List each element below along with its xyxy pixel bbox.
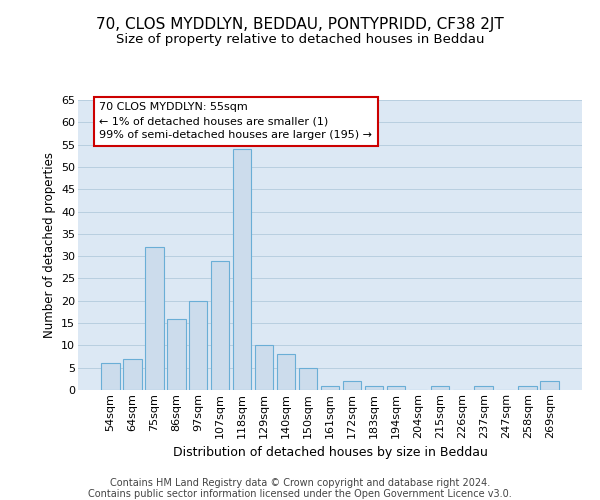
Text: 70, CLOS MYDDLYN, BEDDAU, PONTYPRIDD, CF38 2JT: 70, CLOS MYDDLYN, BEDDAU, PONTYPRIDD, CF… <box>96 18 504 32</box>
Text: Contains HM Land Registry data © Crown copyright and database right 2024.: Contains HM Land Registry data © Crown c… <box>110 478 490 488</box>
Bar <box>343 381 361 390</box>
Bar <box>518 386 537 390</box>
Bar <box>299 368 317 390</box>
Bar <box>211 260 229 390</box>
Bar <box>255 346 274 390</box>
Text: Contains public sector information licensed under the Open Government Licence v3: Contains public sector information licen… <box>88 489 512 499</box>
Bar <box>123 359 142 390</box>
Text: Size of property relative to detached houses in Beddau: Size of property relative to detached ho… <box>116 32 484 46</box>
Bar <box>475 386 493 390</box>
Y-axis label: Number of detached properties: Number of detached properties <box>43 152 56 338</box>
Bar <box>145 247 164 390</box>
Text: 70 CLOS MYDDLYN: 55sqm
← 1% of detached houses are smaller (1)
99% of semi-detac: 70 CLOS MYDDLYN: 55sqm ← 1% of detached … <box>99 102 372 140</box>
Bar <box>233 149 251 390</box>
Bar <box>101 363 119 390</box>
Bar <box>189 301 208 390</box>
Bar <box>167 318 185 390</box>
Bar <box>386 386 405 390</box>
X-axis label: Distribution of detached houses by size in Beddau: Distribution of detached houses by size … <box>173 446 487 459</box>
Bar <box>320 386 340 390</box>
Bar <box>277 354 295 390</box>
Bar <box>541 381 559 390</box>
Bar <box>431 386 449 390</box>
Bar <box>365 386 383 390</box>
